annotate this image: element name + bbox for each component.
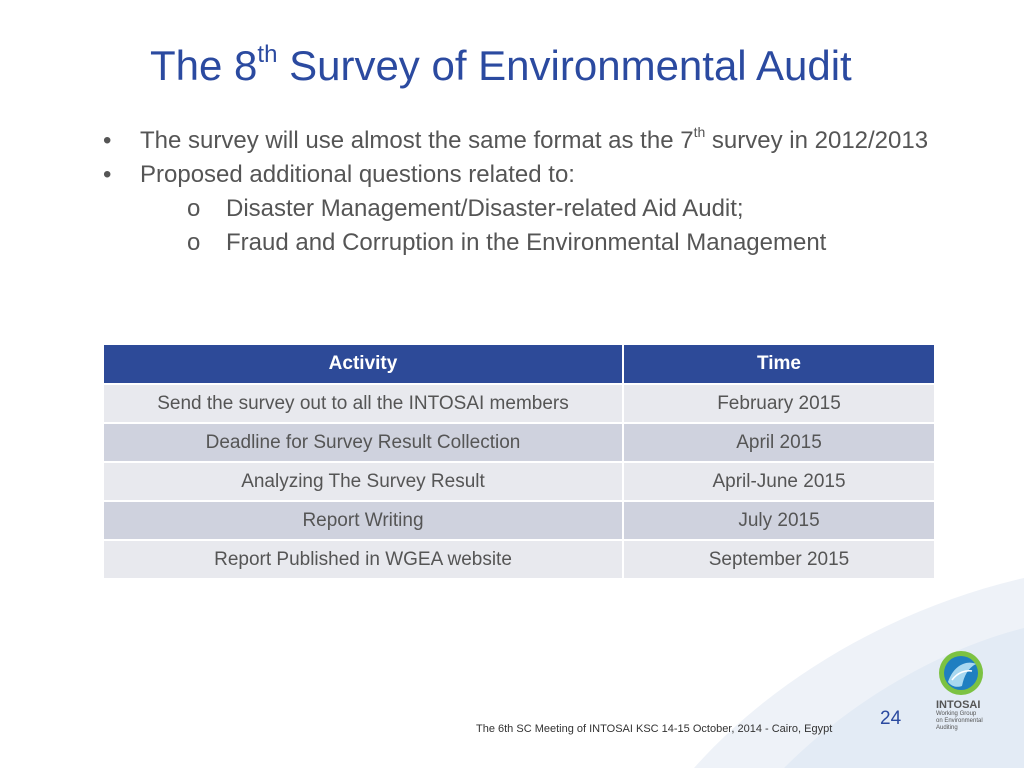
page-number: 24 bbox=[880, 708, 902, 729]
activity-cell: Report Published in WGEA website bbox=[102, 539, 624, 580]
time-cell: April-June 2015 bbox=[622, 461, 936, 502]
time-cell: February 2015 bbox=[622, 383, 936, 424]
schedule-table: Activity Time Send the survey out to all… bbox=[102, 343, 936, 580]
logo-subtitle-line: Working Group bbox=[936, 711, 977, 717]
sub-bullet-item: o Disaster Management/Disaster-related A… bbox=[103, 192, 1003, 226]
table-row: Deadline for Survey Result Collection Ap… bbox=[102, 422, 936, 463]
table-row: Send the survey out to all the INTOSAI m… bbox=[102, 383, 936, 424]
globe-icon bbox=[939, 651, 983, 695]
table-header-row: Activity Time bbox=[102, 343, 936, 385]
header-time: Time bbox=[622, 343, 936, 385]
slide-title: The 8th Survey of Environmental Audit bbox=[150, 41, 852, 89]
bullet-item-format: • The survey will use almost the same fo… bbox=[103, 124, 1003, 158]
sub-bullet-marker: o bbox=[187, 195, 201, 222]
header-activity: Activity bbox=[102, 343, 624, 385]
logo-name: INTOSAI bbox=[936, 699, 981, 711]
time-cell: April 2015 bbox=[622, 422, 936, 463]
logo-subtitle-line: Auditing bbox=[936, 725, 958, 731]
intosai-logo: INTOSAI Working Group on Environmental A… bbox=[936, 650, 996, 732]
activity-cell: Analyzing The Survey Result bbox=[102, 461, 624, 502]
time-cell: September 2015 bbox=[622, 539, 936, 580]
bullet-marker: • bbox=[103, 161, 112, 188]
logo-subtitle-line: on Environmental bbox=[936, 718, 983, 724]
activity-cell: Send the survey out to all the INTOSAI m… bbox=[102, 383, 624, 424]
footer-text: The 6th SC Meeting of INTOSAI KSC 14-15 … bbox=[476, 723, 833, 735]
sub-bullet-item: o Fraud and Corruption in the Environmen… bbox=[103, 226, 1003, 260]
time-cell: July 2015 bbox=[622, 500, 936, 541]
bullet-marker: • bbox=[103, 127, 112, 154]
activity-cell: Report Writing bbox=[102, 500, 624, 541]
table-row: Report Writing July 2015 bbox=[102, 500, 936, 541]
table-row: Analyzing The Survey Result April-June 2… bbox=[102, 461, 936, 502]
bullet-item-questions: • Proposed additional questions related … bbox=[103, 158, 1003, 192]
activity-cell: Deadline for Survey Result Collection bbox=[102, 422, 624, 463]
sub-bullet-marker: o bbox=[187, 229, 201, 256]
bullet-list: • The survey will use almost the same fo… bbox=[103, 124, 1003, 260]
table-row: Report Published in WGEA website Septemb… bbox=[102, 539, 936, 580]
